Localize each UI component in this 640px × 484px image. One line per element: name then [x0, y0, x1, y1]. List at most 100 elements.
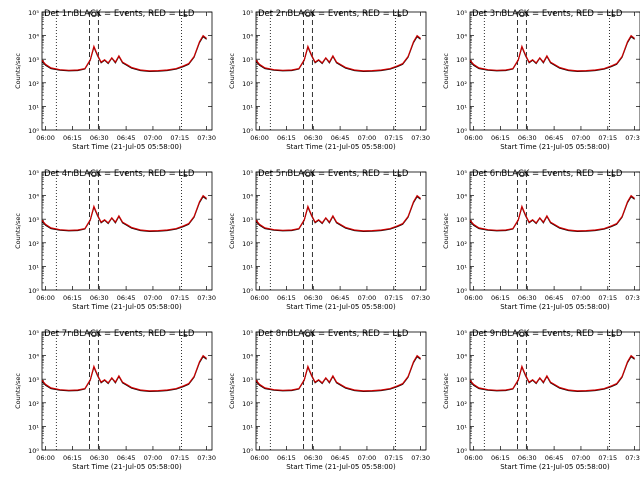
x-tick-label: 07:00	[144, 134, 163, 142]
y-axis-label: Counts/sec	[14, 53, 22, 89]
marker-e: E	[611, 11, 615, 19]
y-tick-label: 10⁵	[28, 9, 39, 17]
series-line-lld	[41, 194, 207, 232]
y-tick-label: 10³	[28, 376, 39, 384]
y-tick-label: 10⁰	[456, 127, 467, 135]
x-tick-label: 07:30	[197, 134, 216, 142]
x-axis-label: Start Time (21-Jul-05 05:58:00)	[72, 143, 182, 151]
y-tick-label: 10⁴	[456, 33, 467, 41]
chart-title: Det 1r BLACK = Events, RED = LLD	[44, 9, 195, 19]
x-tick-label: 06:00	[250, 294, 269, 302]
x-tick-label: 06:30	[90, 294, 109, 302]
y-tick-label: 10³	[456, 56, 467, 64]
x-tick-label: 06:45	[331, 454, 350, 462]
plot-frame	[41, 331, 213, 451]
y-tick-label: 10¹	[456, 423, 467, 431]
chart-panel-3: Det 3r BLACK = Events, RED = LLD 10⁰ 10¹ 10…	[442, 9, 640, 151]
plot-frame	[255, 171, 427, 291]
x-tick-label: 07:00	[572, 134, 591, 142]
chart-title: Det 3r BLACK = Events, RED = LLD	[472, 9, 623, 19]
x-tick-label: 07:15	[170, 294, 189, 302]
x-tick-label: 06:00	[36, 454, 55, 462]
y-tick-label: 10⁰	[242, 287, 253, 295]
y-tick-label: 10³	[456, 376, 467, 384]
x-axis-label: Start Time (21-Jul-05 05:58:00)	[500, 143, 610, 151]
y-tick-label: 10³	[456, 216, 467, 224]
marker-o: O	[305, 11, 311, 19]
chart-title: Det 9r BLACK = Events, RED = LLD	[472, 329, 623, 339]
x-tick-label: 06:30	[304, 454, 323, 462]
chart-panel-7: Det 7r BLACK = Events, RED = LLD 10⁰ 10¹ 10…	[14, 329, 216, 471]
y-tick-label: 10⁰	[28, 447, 39, 455]
x-tick-label: 06:45	[117, 134, 136, 142]
x-tick-label: 06:15	[277, 454, 296, 462]
x-tick-label: 07:15	[170, 454, 189, 462]
x-tick-label: 06:45	[331, 134, 350, 142]
y-tick-label: 10²	[242, 400, 253, 408]
y-tick-label: 10⁵	[28, 329, 39, 337]
x-tick-label: 06:30	[90, 134, 109, 142]
marker-e: E	[611, 171, 615, 179]
x-tick-label: 07:30	[411, 294, 430, 302]
y-tick-label: 10⁵	[456, 169, 467, 177]
x-axis-label: Start Time (21-Jul-05 05:58:00)	[72, 303, 182, 311]
x-tick-label: 06:45	[545, 134, 564, 142]
plot-frame	[41, 11, 213, 131]
plot-frame	[41, 171, 213, 291]
x-tick-label: 07:00	[144, 294, 163, 302]
marker-e: E	[397, 171, 401, 179]
chart-panel-9: Det 9r BLACK = Events, RED = LLD 10⁰ 10¹ 10…	[442, 329, 640, 471]
x-tick-label: 07:00	[144, 454, 163, 462]
chart-title: Det 2r BLACK = Events, RED = LLD	[258, 9, 409, 19]
marker-o: O	[91, 331, 97, 339]
plot-frame	[255, 11, 427, 131]
x-tick-label: 06:45	[545, 294, 564, 302]
y-tick-label: 10³	[242, 376, 253, 384]
x-tick-label: 06:00	[36, 134, 55, 142]
marker-e: E	[183, 331, 187, 339]
y-tick-label: 10⁰	[242, 447, 253, 455]
x-tick-label: 07:30	[625, 134, 640, 142]
plot-frame	[469, 11, 640, 131]
plot-frame	[469, 331, 640, 451]
x-tick-label: 07:15	[598, 454, 617, 462]
y-axis-label: Counts/sec	[14, 373, 22, 409]
x-tick-label: 07:30	[197, 294, 216, 302]
x-tick-label: 06:00	[36, 294, 55, 302]
x-tick-label: 07:30	[411, 454, 430, 462]
y-axis-label: Counts/sec	[442, 53, 450, 89]
x-tick-label: 07:30	[625, 294, 640, 302]
x-tick-label: 06:15	[63, 454, 82, 462]
y-axis-label: Counts/sec	[14, 213, 22, 249]
y-tick-label: 10¹	[242, 263, 253, 271]
x-tick-label: 06:15	[277, 294, 296, 302]
series-line-lld	[469, 194, 635, 232]
y-tick-label: 10¹	[456, 103, 467, 111]
series-line-lld	[469, 354, 635, 392]
plot-frame	[255, 331, 427, 451]
y-tick-label: 10²	[28, 400, 39, 408]
x-tick-label: 06:30	[90, 454, 109, 462]
y-tick-label: 10¹	[28, 103, 39, 111]
marker-o: O	[91, 171, 97, 179]
chart-panel-2: Det 2r BLACK = Events, RED = LLD 10⁰ 10¹ 10…	[228, 9, 430, 151]
x-axis-label: Start Time (21-Jul-05 05:58:00)	[286, 303, 396, 311]
series-line-lld	[255, 194, 421, 232]
x-axis-label: Start Time (21-Jul-05 05:58:00)	[286, 463, 396, 471]
y-tick-label: 10⁴	[456, 353, 467, 361]
y-tick-label: 10⁴	[28, 353, 39, 361]
x-tick-label: 06:00	[250, 454, 269, 462]
series-line-lld	[469, 34, 635, 72]
chart-title: Det 4r BLACK = Events, RED = LLD	[44, 169, 195, 179]
x-tick-label: 07:00	[358, 294, 377, 302]
y-tick-label: 10²	[456, 240, 467, 248]
x-tick-label: 07:30	[197, 454, 216, 462]
y-tick-label: 10⁴	[456, 193, 467, 201]
y-axis-label: Counts/sec	[442, 213, 450, 249]
x-tick-label: 06:15	[63, 294, 82, 302]
x-tick-label: 06:00	[250, 134, 269, 142]
y-axis-label: Counts/sec	[228, 373, 236, 409]
x-tick-label: 06:45	[117, 454, 136, 462]
